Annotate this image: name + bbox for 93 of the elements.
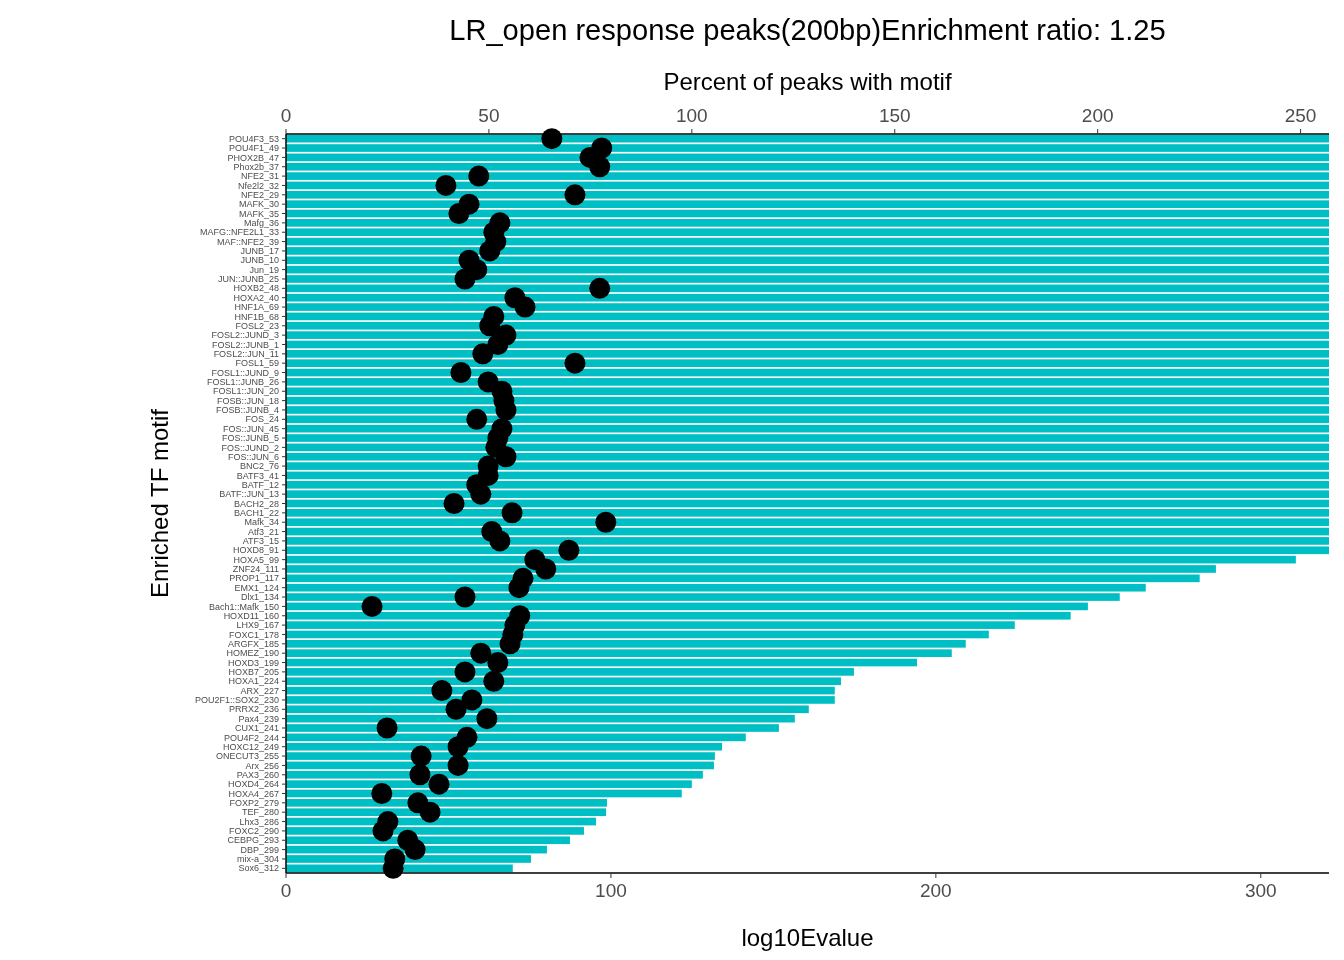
y-tick-label: FOSB::JUN_18: [216, 395, 279, 406]
y-tick-label: Mafk_34: [244, 517, 279, 528]
x-tick-label: 100: [595, 880, 627, 901]
y-tick-label: BATF::JUN_13: [219, 489, 279, 500]
y-tick-label: HOXA4_267: [228, 788, 279, 799]
y-tick-label: Dlx1_134: [240, 592, 279, 603]
y-tick-label: POU4F3_53: [228, 133, 279, 144]
y-tick-label: POU4F1_49: [228, 143, 279, 154]
y-tick-label: NFE2_29: [240, 189, 279, 200]
y-tick-label: FOS::JUND_2: [221, 442, 279, 453]
y-tick-label: POU2F1::SOX2_230: [194, 695, 279, 706]
y-tick-label: ARX_227: [240, 685, 279, 696]
y-tick-label: BACH1_22: [233, 508, 279, 518]
y-tick-label: JUN::JUNB_25: [217, 274, 279, 285]
y-tick-label: HOXB7_205: [228, 667, 279, 678]
y-tick-label: Pax4_239: [238, 713, 279, 724]
y-tick-label: HNF1B_68: [234, 311, 279, 322]
y-tick-label: JUNB_17: [240, 246, 279, 257]
y-tick-label: ARGFX_185: [227, 638, 279, 649]
y-tick-label: Sox6_312: [238, 863, 279, 874]
y-tick-label: EMX1_124: [234, 582, 279, 593]
y-tick-label: JUNB_10: [240, 255, 279, 266]
y-tick-label: MAFK_30: [238, 199, 279, 210]
y-tick-label: POU4F2_244: [223, 732, 279, 743]
x-tick-label: 200: [919, 880, 952, 901]
y-tick-label: HOXA5_99: [233, 554, 279, 565]
y-tick-label: FOS::JUN_6: [227, 451, 279, 462]
x-tick-label: 0: [280, 880, 292, 901]
y-tick-label: HOXD8_91: [232, 545, 279, 556]
y-tick-label: FOXP2_279: [229, 797, 279, 808]
x2-tick-label: 200: [1081, 105, 1114, 126]
y-tick-label: FOSL2_23: [235, 320, 279, 331]
y-tick-label: FOXC2_290: [228, 826, 279, 837]
y-tick-label: BATF3_41: [236, 470, 279, 481]
y-tick-label: FOXC1_178: [228, 629, 279, 640]
y-tick-label: CEBPG_293: [227, 835, 279, 846]
x-axis-title: log10Evalue: [741, 924, 874, 951]
y-tick-label: TEF_280: [241, 807, 279, 818]
y-tick-label: CUX1_241: [234, 723, 279, 734]
chart-title: LR_open response peaks(200bp)Enrichment ratio: 1.25: [449, 14, 1166, 46]
y-tick-label: MAFG::NFE2L1_33: [199, 227, 279, 238]
y-tick-label: FOSL1_59: [235, 358, 279, 369]
y-tick-label: FOSL2::JUNB_1: [211, 339, 279, 350]
y-tick-label: HOXD3_199: [227, 657, 279, 668]
y-tick-label: BATF_12: [241, 479, 279, 490]
y-tick-label: FOS::JUN_45: [222, 423, 279, 434]
y-tick-label: MAF::NFE2_39: [216, 236, 279, 247]
y-tick-label: HOXA2_40: [233, 292, 279, 303]
y-tick-label: ZNF24_111: [232, 564, 279, 575]
y-tick-label: FOSL1::JUND_9: [211, 367, 279, 378]
y-tick-label: BACH2_28: [233, 498, 279, 509]
y-tick-label: ONECUT3_255: [215, 751, 279, 762]
x-tick-label: 300: [1244, 880, 1277, 901]
y-tick-label: Arx_256: [245, 760, 279, 771]
x2-tick-label: 150: [878, 105, 911, 126]
y-tick-label: HOXD4_264: [227, 779, 279, 790]
y-tick-label: PRRX2_236: [228, 704, 279, 715]
y-tick-label: Jun_19: [249, 264, 279, 275]
y-tick-label: mix-a_304: [236, 854, 279, 865]
y-tick-label: Lhx3_286: [239, 816, 279, 827]
y-tick-label: HOXA1_224: [228, 676, 279, 687]
y-tick-label: PROP1_117: [229, 573, 279, 584]
y-tick-label: HOXC12_249: [222, 741, 279, 752]
y-tick-label: FOSL1::JUN_20: [212, 386, 279, 397]
x2-tick-label: 0: [280, 105, 292, 126]
y-tick-label: HOXD11_160: [223, 610, 279, 621]
y-tick-label: MAFK_35: [238, 208, 279, 219]
x2-tick-label: 250: [1284, 105, 1317, 126]
y-tick-label: Phox2b_37: [233, 161, 279, 172]
y-axis-title: Enriched TF motif: [146, 408, 173, 598]
y-tick-label: FOSB::JUNB_4: [215, 405, 279, 416]
y-tick-label: PHOX2B_47: [227, 152, 279, 163]
y-tick-label: Nfe2l2_32: [237, 180, 279, 191]
y-tick-label: HOMEZ_190: [226, 648, 279, 659]
y-tick-label: FOSL2::JUND_3: [211, 330, 279, 341]
x2-axis-title: Percent of peaks with motif: [663, 68, 952, 95]
y-tick-label: HOXB2_48: [233, 283, 279, 294]
y-tick-label: ATF3_15: [242, 536, 279, 547]
y-tick-label: Atf3_21: [247, 526, 279, 537]
x2-tick-label: 50: [478, 105, 500, 126]
y-tick-label: FOS::JUNB_5: [221, 433, 279, 444]
y-tick-label: BNC2_76: [239, 461, 279, 472]
y-tick-label: LHX9_167: [236, 620, 279, 631]
y-tick-label: FOSL2::JUN_11: [213, 348, 279, 359]
y-tick-label: FOSL1::JUNB_26: [206, 377, 279, 388]
y-tick-label: PAX3_260: [236, 769, 279, 780]
y-tick-label: Mafg_36: [243, 218, 279, 229]
y-tick-label: Bach1::Mafk_150: [208, 601, 279, 612]
y-tick-label: HNF1A_69: [234, 302, 279, 313]
x2-tick-label: 100: [675, 105, 708, 126]
y-tick-label: FOS_24: [245, 414, 279, 425]
y-tick-label: NFE2_31: [240, 171, 279, 182]
y-tick-label: DBP_299: [240, 844, 279, 855]
